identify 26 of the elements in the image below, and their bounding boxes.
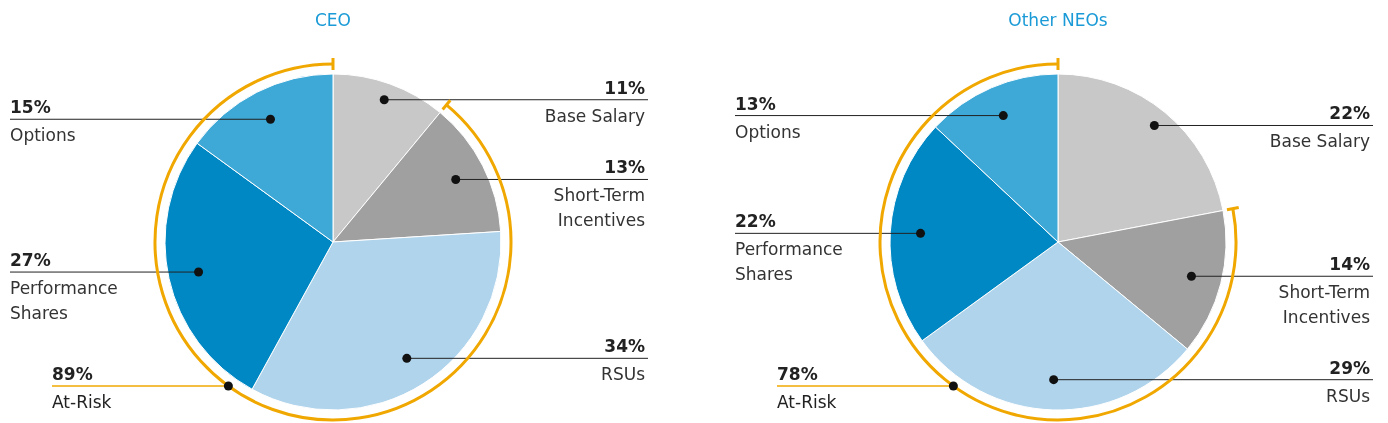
text: 78% bbox=[777, 364, 818, 385]
data-label: 22% bbox=[735, 211, 776, 232]
data-label: 13% bbox=[604, 157, 645, 178]
text: At-Risk bbox=[52, 392, 112, 413]
slice-label: Performance Shares bbox=[735, 239, 843, 285]
slice-label: Performance Shares bbox=[10, 278, 118, 324]
slice-label: Options bbox=[735, 121, 801, 142]
data-label: 22% bbox=[1329, 103, 1370, 124]
data-label: 29% bbox=[1329, 357, 1370, 378]
data-label: 34% bbox=[604, 336, 645, 357]
text: At-Risk bbox=[777, 392, 837, 413]
data-label: 13% bbox=[735, 93, 776, 114]
slice-label: Short-Term Incentives bbox=[1278, 282, 1371, 328]
data-label: 11% bbox=[604, 77, 645, 98]
slice-label: RSUs bbox=[601, 364, 646, 385]
chart-title: Other NEOs bbox=[1008, 10, 1108, 30]
slice-label: Options bbox=[10, 125, 76, 146]
slice-label: Short-Term Incentives bbox=[553, 185, 646, 231]
data-label: 15% bbox=[10, 97, 51, 118]
data-label: 14% bbox=[1329, 254, 1370, 275]
chart-title: CEO bbox=[315, 10, 351, 30]
text: 89% bbox=[52, 364, 93, 385]
slice-label: RSUs bbox=[1326, 385, 1371, 406]
data-label: 27% bbox=[10, 250, 51, 271]
slice-label: Base Salary bbox=[1269, 131, 1370, 152]
slice-label: Base Salary bbox=[544, 105, 645, 126]
